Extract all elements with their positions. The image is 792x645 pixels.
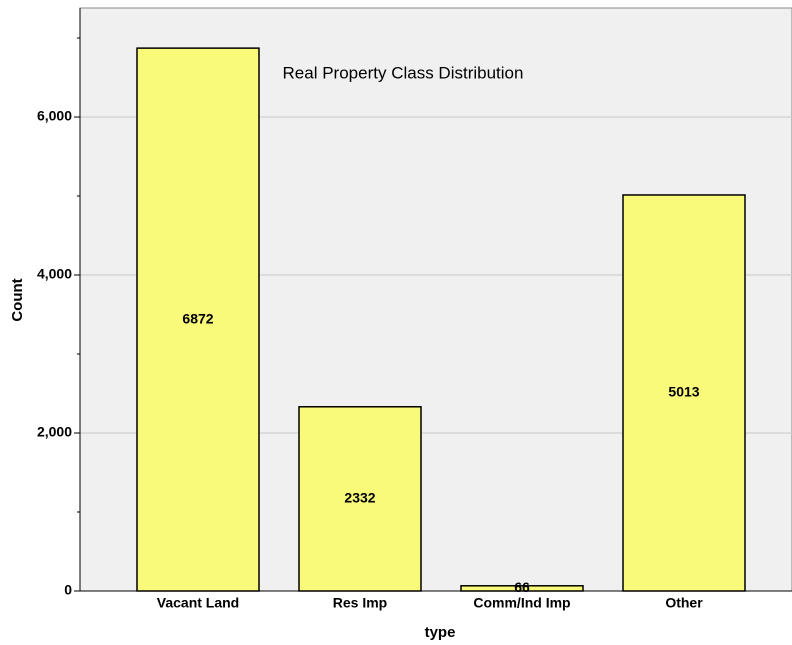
y-tick-label: 4,000 (37, 266, 72, 282)
y-tick-label: 2,000 (37, 424, 72, 440)
x-tick-label: Other (665, 595, 703, 611)
y-tick-label: 6,000 (37, 108, 72, 124)
bar (136, 47, 260, 592)
bar (622, 194, 746, 592)
chart-title: Real Property Class Distribution (283, 63, 524, 82)
y-axis-label: Count (9, 278, 26, 321)
x-axis-label: type (425, 624, 456, 641)
y-tick-label: 0 (64, 582, 72, 598)
bars (136, 47, 746, 592)
value-label: 2332 (344, 490, 375, 506)
value-label: 5013 (668, 384, 699, 400)
x-tick-label: Comm/Ind Imp (473, 595, 570, 611)
value-label: 66 (514, 579, 530, 595)
x-tick-label: Res Imp (333, 595, 387, 611)
bar (298, 406, 422, 592)
value-label: 6872 (182, 310, 213, 326)
x-tick-label: Vacant Land (157, 595, 239, 611)
